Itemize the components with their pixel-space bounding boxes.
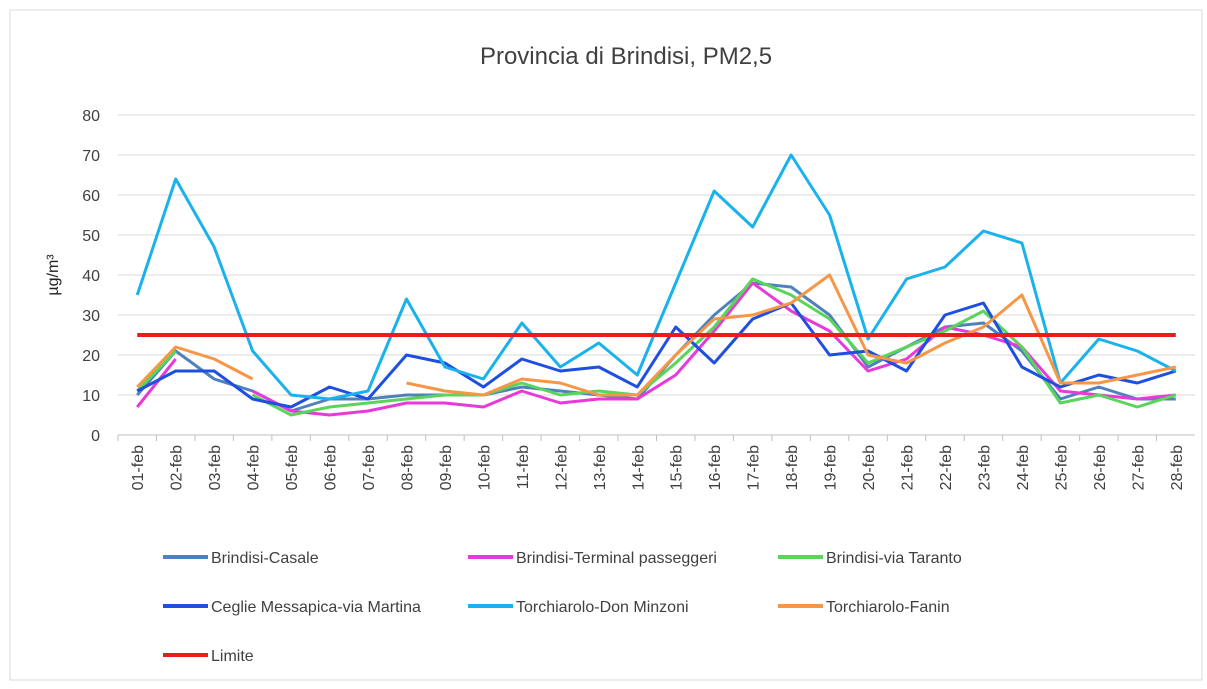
- legend-label: Ceglie Messapica-via Martina: [211, 599, 421, 616]
- x-tick-label: 12-feb: [553, 445, 570, 490]
- x-tick-label: 28-feb: [1169, 445, 1186, 490]
- x-tick-label: 05-feb: [284, 445, 301, 490]
- x-tick-label: 08-feb: [399, 445, 416, 490]
- chart-border: [9, 9, 1203, 681]
- legend-label: Brindisi-via Taranto: [826, 550, 962, 567]
- y-tick-label: 60: [82, 188, 100, 205]
- x-tick-label: 24-feb: [1015, 445, 1032, 490]
- y-axis-label: µg/m³: [45, 254, 62, 296]
- x-tick-label: 19-feb: [823, 445, 840, 490]
- x-tick-label: 17-feb: [746, 445, 763, 490]
- x-tick-label: 13-feb: [592, 445, 609, 490]
- y-tick-label: 80: [82, 108, 100, 125]
- x-tick-label: 25-feb: [1053, 445, 1070, 490]
- legend-label: Brindisi-Terminal passeggeri: [516, 550, 717, 567]
- legend-label: Brindisi-Casale: [211, 550, 319, 567]
- series-line: [136, 277, 1177, 417]
- series-line: [136, 273, 1177, 397]
- x-tick-label: 06-feb: [323, 445, 340, 490]
- y-tick-label: 70: [82, 148, 100, 165]
- x-tick-label: 15-feb: [669, 445, 686, 490]
- x-tick-label: 04-feb: [246, 445, 263, 490]
- legend-label: Torchiarolo-Don Minzoni: [516, 599, 689, 616]
- y-tick-label: 40: [82, 268, 100, 285]
- x-tick-label: 02-feb: [169, 445, 186, 490]
- x-tick-label: 11-feb: [515, 445, 532, 489]
- chart-title: Provincia di Brindisi, PM2,5: [480, 43, 772, 70]
- y-tick-label: 50: [82, 228, 100, 245]
- x-tick-label: 03-feb: [207, 445, 224, 490]
- series-line: [135, 153, 1177, 401]
- legend-label: Torchiarolo-Fanin: [826, 599, 950, 616]
- x-tick-label: 27-feb: [1130, 445, 1147, 490]
- x-tick-label: 07-feb: [361, 445, 378, 490]
- y-tick-label: 0: [91, 428, 100, 445]
- x-tick-label: 23-feb: [976, 445, 993, 490]
- x-tick-label: 26-feb: [1092, 445, 1109, 490]
- y-tick-label: 10: [82, 388, 100, 405]
- legend-label: Limite: [211, 648, 254, 665]
- x-tick-label: 22-feb: [938, 445, 955, 490]
- x-tick-label: 09-feb: [438, 445, 455, 490]
- x-tick-label: 10-feb: [476, 445, 493, 490]
- y-tick-label: 30: [82, 308, 100, 325]
- x-tick-label: 16-feb: [707, 445, 724, 490]
- x-tick-label: 21-feb: [900, 445, 917, 490]
- x-tick-label: 20-feb: [861, 445, 878, 490]
- x-tick-label: 01-feb: [130, 445, 147, 490]
- y-tick-label: 20: [82, 348, 100, 365]
- x-tick-label: 18-feb: [784, 445, 801, 490]
- x-tick-label: 14-feb: [630, 445, 647, 490]
